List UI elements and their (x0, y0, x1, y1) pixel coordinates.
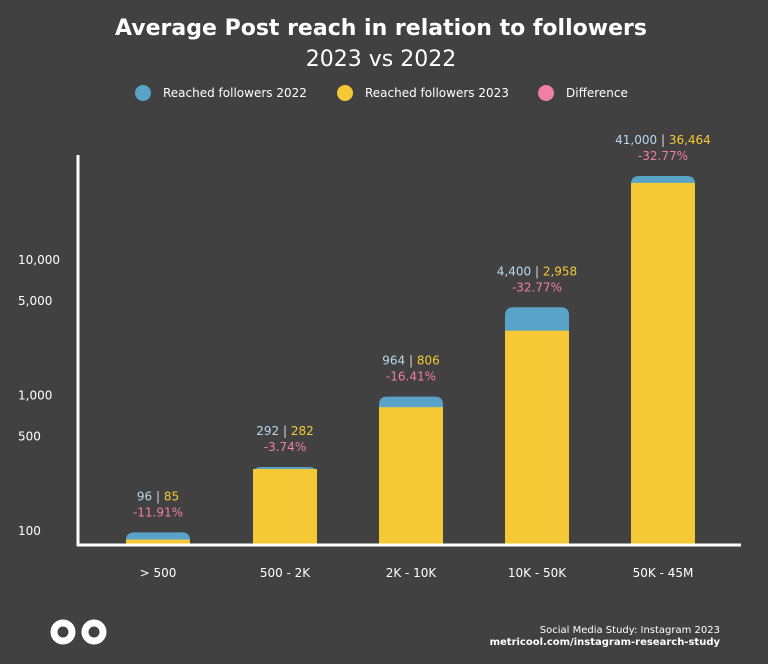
legend-swatch (337, 85, 353, 101)
y-tick-label: 1,000 (18, 389, 52, 403)
bar-2023 (631, 182, 695, 546)
difference-label: -16.41% (386, 370, 436, 384)
difference-label: -11.91% (133, 505, 183, 519)
value-label: 96 | 85 (137, 489, 179, 503)
bar-2023 (379, 407, 443, 545)
value-label: 4,400 | 2,958 (497, 264, 577, 278)
legend-label: Difference (566, 86, 628, 100)
y-tick-label: 500 (18, 429, 41, 443)
value-label: 292 | 282 (256, 424, 313, 438)
value-label: 964 | 806 (382, 354, 439, 368)
metricool-logo (50, 619, 107, 645)
chart-title: Average Post reach in relation to follow… (115, 16, 647, 41)
bar-2023 (126, 539, 190, 545)
chart-subtitle: 2023 vs 2022 (306, 47, 456, 72)
bar-2023 (505, 330, 569, 545)
y-tick-label: 10,000 (18, 253, 60, 267)
x-axis-labels: > 500 500 - 2K 2K - 10K 10K - 50K 50K - 45M (140, 566, 694, 580)
footer-url: metricool.com/instagram-research-study (490, 637, 721, 648)
x-tick-label: 2K - 10K (386, 566, 438, 580)
x-tick-label: > 500 (140, 566, 177, 580)
legend-swatch (135, 85, 151, 101)
difference-label: -32.77% (638, 149, 688, 163)
footer-source: Social Media Study: Instagram 2023 (540, 625, 720, 636)
legend-swatch (538, 85, 554, 101)
x-tick-label: 50K - 45M (633, 566, 694, 580)
x-tick-label: 500 - 2K (260, 566, 311, 580)
value-label: 41,000 | 36,464 (615, 133, 711, 147)
y-axis-ticks: 100 500 1,000 5,000 10,000 (18, 253, 60, 538)
bar-2023 (253, 468, 317, 545)
legend: Reached followers 2022 Reached followers … (135, 85, 628, 101)
y-tick-label: 5,000 (18, 294, 52, 308)
difference-label: -3.74% (264, 440, 306, 454)
legend-label: Reached followers 2022 (163, 86, 307, 100)
y-tick-label: 100 (18, 524, 41, 538)
legend-label: Reached followers 2023 (365, 86, 509, 100)
difference-label: -32.77% (512, 280, 562, 294)
bars: 96 | 85 -11.91% 292 | 282 -3.74% 964 | 806 -1… (126, 133, 711, 546)
x-tick-label: 10K - 50K (508, 566, 567, 580)
